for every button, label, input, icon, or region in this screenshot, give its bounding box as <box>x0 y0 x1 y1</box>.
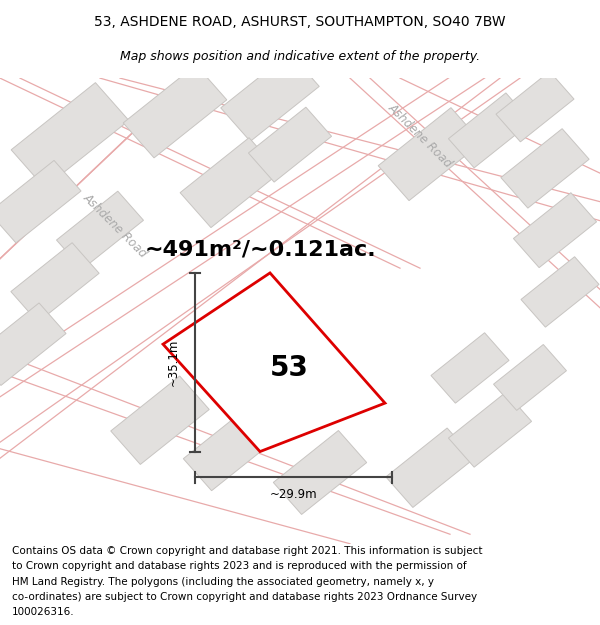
Polygon shape <box>180 138 280 228</box>
Text: 100026316.: 100026316. <box>12 607 74 617</box>
Polygon shape <box>111 376 209 464</box>
Text: ~35.1m: ~35.1m <box>167 339 179 386</box>
Polygon shape <box>431 332 509 403</box>
Text: co-ordinates) are subject to Crown copyright and database rights 2023 Ordnance S: co-ordinates) are subject to Crown copyr… <box>12 592 477 602</box>
Polygon shape <box>11 242 99 322</box>
Polygon shape <box>494 344 566 411</box>
Polygon shape <box>123 65 227 158</box>
Polygon shape <box>496 71 574 142</box>
Polygon shape <box>184 407 277 491</box>
Text: 53: 53 <box>270 354 309 382</box>
Text: to Crown copyright and database rights 2023 and is reproduced with the permissio: to Crown copyright and database rights 2… <box>12 561 467 571</box>
Polygon shape <box>378 107 482 201</box>
Polygon shape <box>56 191 143 269</box>
Polygon shape <box>0 161 81 243</box>
Polygon shape <box>0 303 66 386</box>
Text: 53, ASHDENE ROAD, ASHURST, SOUTHAMPTON, SO40 7BW: 53, ASHDENE ROAD, ASHURST, SOUTHAMPTON, … <box>94 15 506 29</box>
Polygon shape <box>11 82 129 188</box>
Polygon shape <box>448 392 532 467</box>
Polygon shape <box>386 428 474 508</box>
Text: ~29.9m: ~29.9m <box>269 488 317 501</box>
Polygon shape <box>248 107 332 182</box>
Text: Contains OS data © Crown copyright and database right 2021. This information is : Contains OS data © Crown copyright and d… <box>12 546 482 556</box>
Polygon shape <box>514 192 596 268</box>
Polygon shape <box>501 129 589 208</box>
Polygon shape <box>274 431 367 514</box>
Polygon shape <box>163 273 385 452</box>
Text: Ashdene Road: Ashdene Road <box>80 191 149 260</box>
Text: ~491m²/~0.121ac.: ~491m²/~0.121ac. <box>144 239 376 259</box>
Text: HM Land Registry. The polygons (including the associated geometry, namely x, y: HM Land Registry. The polygons (includin… <box>12 576 434 586</box>
Polygon shape <box>221 53 319 141</box>
Polygon shape <box>448 93 532 168</box>
Text: Map shows position and indicative extent of the property.: Map shows position and indicative extent… <box>120 50 480 62</box>
Text: Ashdene Road: Ashdene Road <box>385 101 455 170</box>
Polygon shape <box>521 257 599 327</box>
